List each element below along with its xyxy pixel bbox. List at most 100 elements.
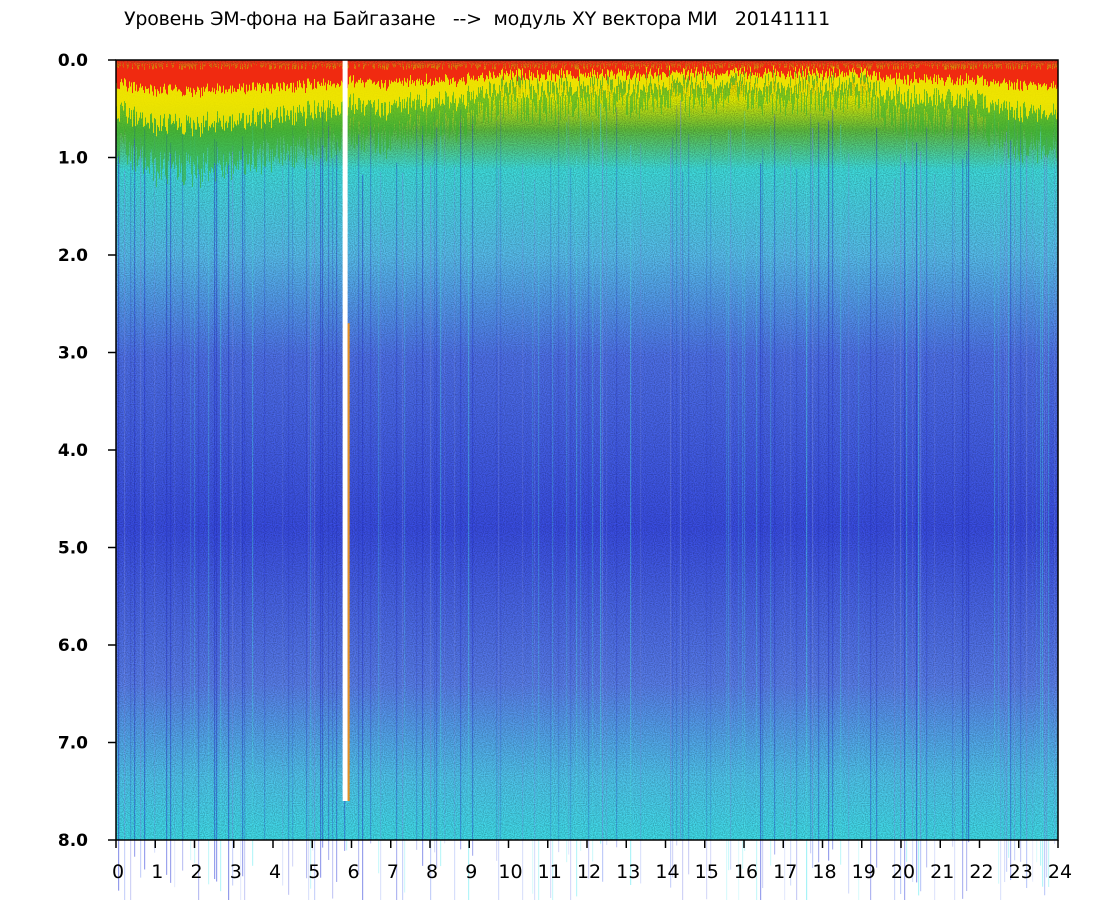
band-green — [688, 76, 689, 85]
y-tick-label: 7.0 — [58, 734, 88, 754]
band-yellow — [177, 91, 178, 131]
band-yellow — [512, 71, 513, 78]
x-tick-label: 13 — [616, 861, 640, 883]
band-green — [974, 100, 975, 128]
band-yellow — [214, 88, 215, 122]
band-yellow — [1051, 83, 1052, 113]
band-green — [352, 105, 353, 137]
band-yellow — [1010, 86, 1011, 111]
band-yellow — [418, 81, 419, 100]
band-green — [257, 111, 258, 150]
band-yellow — [814, 72, 815, 79]
band-yellow — [981, 76, 982, 95]
band-yellow — [238, 89, 239, 125]
band-green — [1007, 109, 1008, 143]
band-green — [515, 86, 516, 102]
band-red — [905, 63, 906, 80]
band-red — [690, 64, 691, 73]
band-green — [205, 120, 206, 162]
band-green — [366, 105, 367, 135]
band-green — [243, 112, 244, 152]
band-green — [430, 98, 431, 125]
band-red — [1016, 64, 1017, 83]
band-yellow — [306, 87, 307, 119]
band-red — [326, 68, 327, 91]
band-green — [798, 83, 799, 99]
band-yellow — [321, 82, 322, 107]
band-yellow — [281, 88, 282, 117]
band-yellow — [662, 72, 663, 87]
band-yellow — [996, 83, 997, 105]
band-yellow — [1014, 82, 1015, 111]
band-yellow — [985, 79, 986, 96]
band-red — [777, 61, 778, 71]
band-red — [274, 68, 275, 90]
band-yellow — [471, 77, 472, 92]
band-yellow — [671, 73, 672, 84]
band-yellow — [277, 82, 278, 108]
band-red — [495, 69, 496, 79]
x-tick-label: 17 — [773, 861, 797, 883]
band-green — [349, 97, 350, 124]
band-green — [627, 93, 628, 116]
band-red — [494, 69, 495, 76]
band-red — [949, 64, 950, 75]
band-yellow — [639, 80, 640, 98]
band-green — [211, 124, 212, 168]
band-yellow — [186, 86, 187, 116]
band-green — [677, 77, 678, 85]
chart-title: Уровень ЭМ-фона на Байгазане --> модуль … — [124, 8, 830, 30]
band-red — [403, 69, 404, 86]
band-green — [428, 105, 429, 134]
band-green — [444, 105, 445, 135]
band-red — [407, 65, 408, 79]
band-red — [442, 69, 443, 82]
band-red — [1001, 68, 1002, 84]
band-green — [251, 122, 252, 165]
band-red — [568, 62, 569, 75]
band-green — [534, 89, 535, 107]
band-yellow — [264, 88, 265, 123]
band-yellow — [1029, 83, 1030, 112]
band-green — [879, 81, 880, 94]
band-green — [408, 114, 409, 149]
band-yellow — [377, 82, 378, 110]
band-red — [200, 69, 201, 98]
band-red — [296, 67, 297, 90]
band-red — [927, 65, 928, 78]
band-yellow — [892, 78, 893, 99]
band-red — [522, 63, 523, 69]
band-green — [775, 74, 776, 84]
band-yellow — [704, 73, 705, 89]
band-green — [553, 82, 554, 93]
band-red — [124, 62, 125, 79]
band-green — [799, 75, 800, 85]
band-yellow — [680, 74, 681, 83]
band-yellow — [600, 73, 601, 81]
band-green — [942, 93, 943, 115]
band-green — [233, 127, 234, 174]
band-red — [356, 62, 357, 82]
band-yellow — [767, 73, 768, 87]
band-yellow — [998, 81, 999, 100]
band-yellow — [824, 76, 825, 93]
band-red — [603, 66, 604, 77]
band-red — [228, 65, 229, 90]
band-green — [996, 104, 997, 132]
band-red — [202, 69, 203, 97]
band-yellow — [454, 81, 455, 104]
band-red — [782, 65, 783, 74]
band-yellow — [482, 72, 483, 87]
band-green — [481, 90, 482, 111]
band-red — [875, 62, 876, 77]
band-red — [1015, 68, 1016, 90]
band-red — [665, 64, 666, 75]
band-yellow — [897, 79, 898, 95]
band-green — [580, 85, 581, 102]
band-yellow — [509, 74, 510, 84]
band-green — [742, 77, 743, 84]
band-red — [827, 69, 828, 79]
band-red — [853, 68, 854, 73]
band-red — [909, 69, 910, 86]
band-red — [714, 65, 715, 70]
